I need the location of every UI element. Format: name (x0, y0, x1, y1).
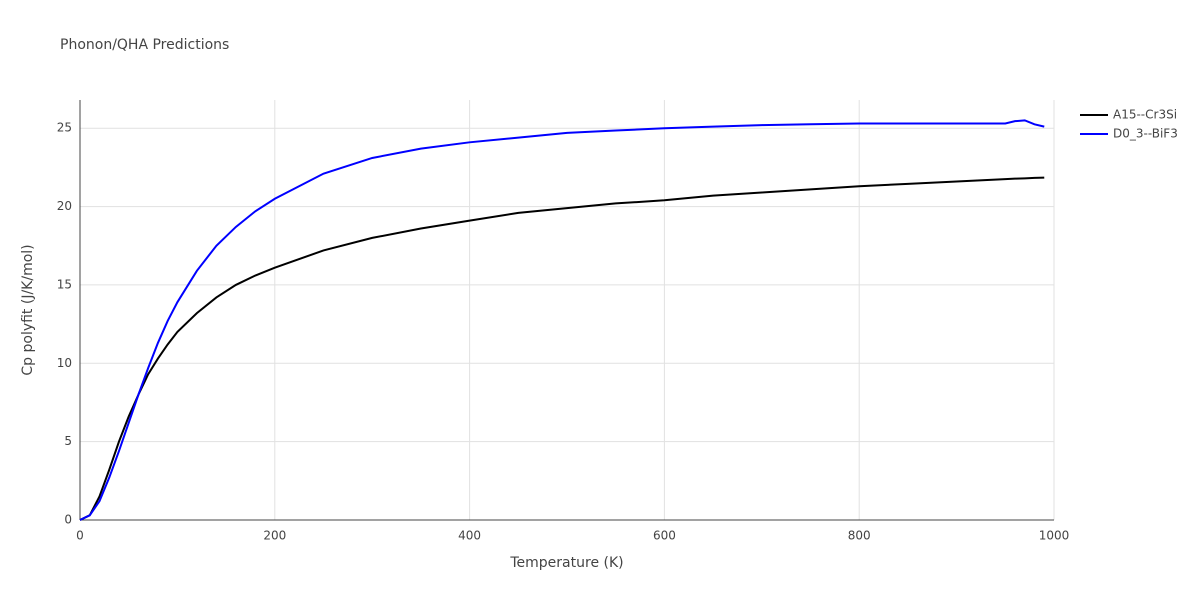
x-tick-label: 0 (76, 529, 84, 543)
chart-title: Phonon/QHA Predictions (60, 37, 229, 53)
x-tick-label: 800 (848, 529, 871, 543)
x-axis-title: Temperature (K) (509, 555, 623, 571)
data-line (79, 119, 1045, 521)
x-tick-label: 600 (653, 529, 676, 543)
x-tick-label: 1000 (1039, 529, 1070, 543)
y-axis-title: Cp polyfit (J/K/mol) (20, 244, 36, 375)
legend-label: D0_3--BiF3 (1113, 127, 1178, 141)
legend-label: A15--Cr3Si (1113, 108, 1177, 122)
y-tick-label: 0 (64, 513, 72, 527)
y-tick-label: 25 (57, 121, 72, 135)
y-tick-label: 15 (57, 277, 72, 291)
x-tick-label: 200 (263, 529, 286, 543)
data-line (79, 176, 1045, 521)
y-tick-label: 10 (57, 356, 72, 370)
y-tick-label: 5 (64, 434, 72, 448)
x-tick-label: 400 (458, 529, 481, 543)
y-tick-label: 20 (57, 199, 72, 213)
